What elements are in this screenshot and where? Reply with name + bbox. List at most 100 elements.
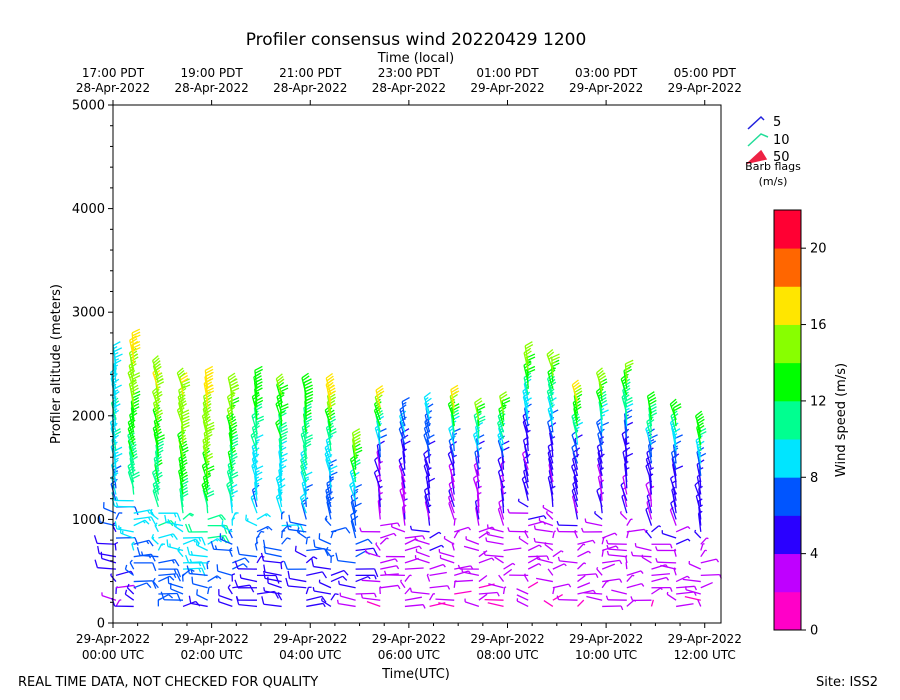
wind-barb-staff	[204, 370, 209, 389]
wind-barb-half-feather	[397, 585, 401, 590]
wind-barbs-layer	[93, 328, 722, 611]
wind-barb-staff	[595, 372, 603, 390]
wind-barb-staff	[423, 428, 431, 445]
wind-barb-staff	[475, 507, 480, 526]
wind-barb-staff	[150, 512, 159, 520]
wind-barb-half-feather	[669, 544, 673, 549]
colorbar-segment	[774, 515, 801, 555]
wind-barb-half-feather	[619, 560, 623, 565]
wind-barb-staff	[449, 445, 455, 464]
wind-barb-feather	[236, 546, 240, 555]
wind-barb-staff	[660, 564, 677, 570]
wind-barb-staff	[535, 541, 553, 545]
wind-barb-feather	[174, 559, 180, 567]
wind-barb-feather	[132, 331, 141, 337]
wind-barb-staff	[523, 383, 529, 402]
wind-barb-feather	[502, 399, 511, 405]
wind-barb-staff	[696, 476, 702, 495]
wind-barb-staff	[318, 538, 332, 545]
wind-barb-feather	[228, 375, 236, 381]
wind-barb-feather	[573, 384, 581, 391]
wind-barb-half-feather	[696, 418, 701, 422]
wind-barb-feather	[304, 387, 314, 393]
wind-barb-feather	[527, 356, 536, 362]
wind-barb-staff	[670, 452, 677, 470]
wind-barb-feather	[498, 413, 506, 420]
wind-barb-feather	[254, 365, 263, 371]
wind-barb-staff	[110, 446, 117, 464]
wind-barb-staff	[276, 396, 283, 414]
wind-barb-staff	[278, 469, 283, 489]
wind-barb-feather	[275, 373, 283, 380]
wind-barb-staff	[203, 432, 209, 452]
wind-barb-feather	[352, 462, 361, 468]
wind-barb-feather	[227, 584, 231, 588]
wind-barb-staff	[448, 502, 455, 520]
wind-barb-staff	[201, 484, 209, 501]
wind-barb-feather	[227, 372, 236, 379]
wind-barb-feather	[113, 347, 123, 353]
wind-barb-staff	[411, 529, 430, 533]
wind-barb-feather	[475, 400, 483, 406]
wind-barb-staff	[423, 397, 431, 414]
colorbar-tick-label: 20	[810, 242, 827, 257]
wind-barb-staff	[608, 554, 627, 558]
wind-barb-feather	[373, 568, 379, 578]
wind-barb-staff	[373, 472, 381, 489]
wind-barb-staff	[577, 562, 585, 570]
wind-barb-staff	[596, 446, 603, 464]
wind-barb-half-feather	[374, 456, 379, 461]
wind-barb-staff	[289, 577, 307, 583]
wind-barb-staff	[112, 345, 117, 365]
wind-barb-half-feather	[533, 537, 536, 543]
wind-barb-feather	[267, 525, 273, 531]
wind-barb-staff	[324, 447, 332, 464]
wind-barb-feather	[234, 560, 239, 570]
wind-barb-staff	[330, 593, 336, 601]
wind-barb-staff	[669, 478, 677, 495]
wind-barb-feather	[280, 387, 289, 393]
top-tick-date: 28-Apr-2022	[76, 81, 150, 95]
wind-barb-feather	[164, 514, 167, 523]
wind-barb-staff	[523, 365, 529, 383]
wind-barb-staff	[206, 562, 209, 570]
wind-barb-feather	[181, 418, 190, 424]
wind-barb-half-feather	[447, 451, 452, 455]
wind-barb-staff	[646, 495, 653, 514]
wind-barb-staff	[662, 532, 677, 539]
wind-barb-staff	[177, 396, 184, 414]
wind-barb-feather	[623, 381, 631, 387]
wind-barb-half-feather	[173, 512, 177, 518]
wind-barb-feather	[152, 355, 159, 362]
wind-barb-feather	[670, 401, 678, 408]
wind-barb-staff	[700, 537, 708, 545]
wind-barb-feather	[551, 353, 560, 359]
wind-barb-staff	[577, 582, 591, 589]
wind-barb-staff	[451, 543, 455, 551]
wind-barb-feather	[374, 407, 382, 414]
wind-barb-staff	[330, 569, 345, 576]
wind-barb-staff	[597, 458, 603, 477]
wind-barb-staff	[423, 465, 431, 483]
wind-barb-staff	[429, 585, 448, 589]
wind-barb-feather	[254, 368, 263, 374]
wind-barb-staff	[362, 597, 381, 601]
wind-barb-feather	[375, 410, 383, 416]
wind-barb-staff	[152, 402, 159, 421]
wind-barb-staff	[621, 433, 628, 452]
wind-barb-staff	[319, 581, 332, 589]
wind-barb-feather	[328, 390, 337, 396]
wind-barb-staff	[542, 506, 554, 514]
wind-barb-staff	[450, 389, 455, 408]
wind-barb-staff	[355, 575, 369, 583]
wind-barb-staff	[127, 471, 135, 489]
wind-barb-feather	[128, 425, 136, 432]
wind-barb-feather	[220, 514, 226, 521]
wind-barb-feather	[377, 390, 385, 397]
wind-barb-staff	[404, 587, 411, 595]
wind-barb-staff	[572, 483, 579, 501]
wind-barb-feather	[132, 334, 141, 340]
wind-barb-staff	[572, 452, 579, 470]
wind-barb-half-feather	[115, 496, 119, 501]
